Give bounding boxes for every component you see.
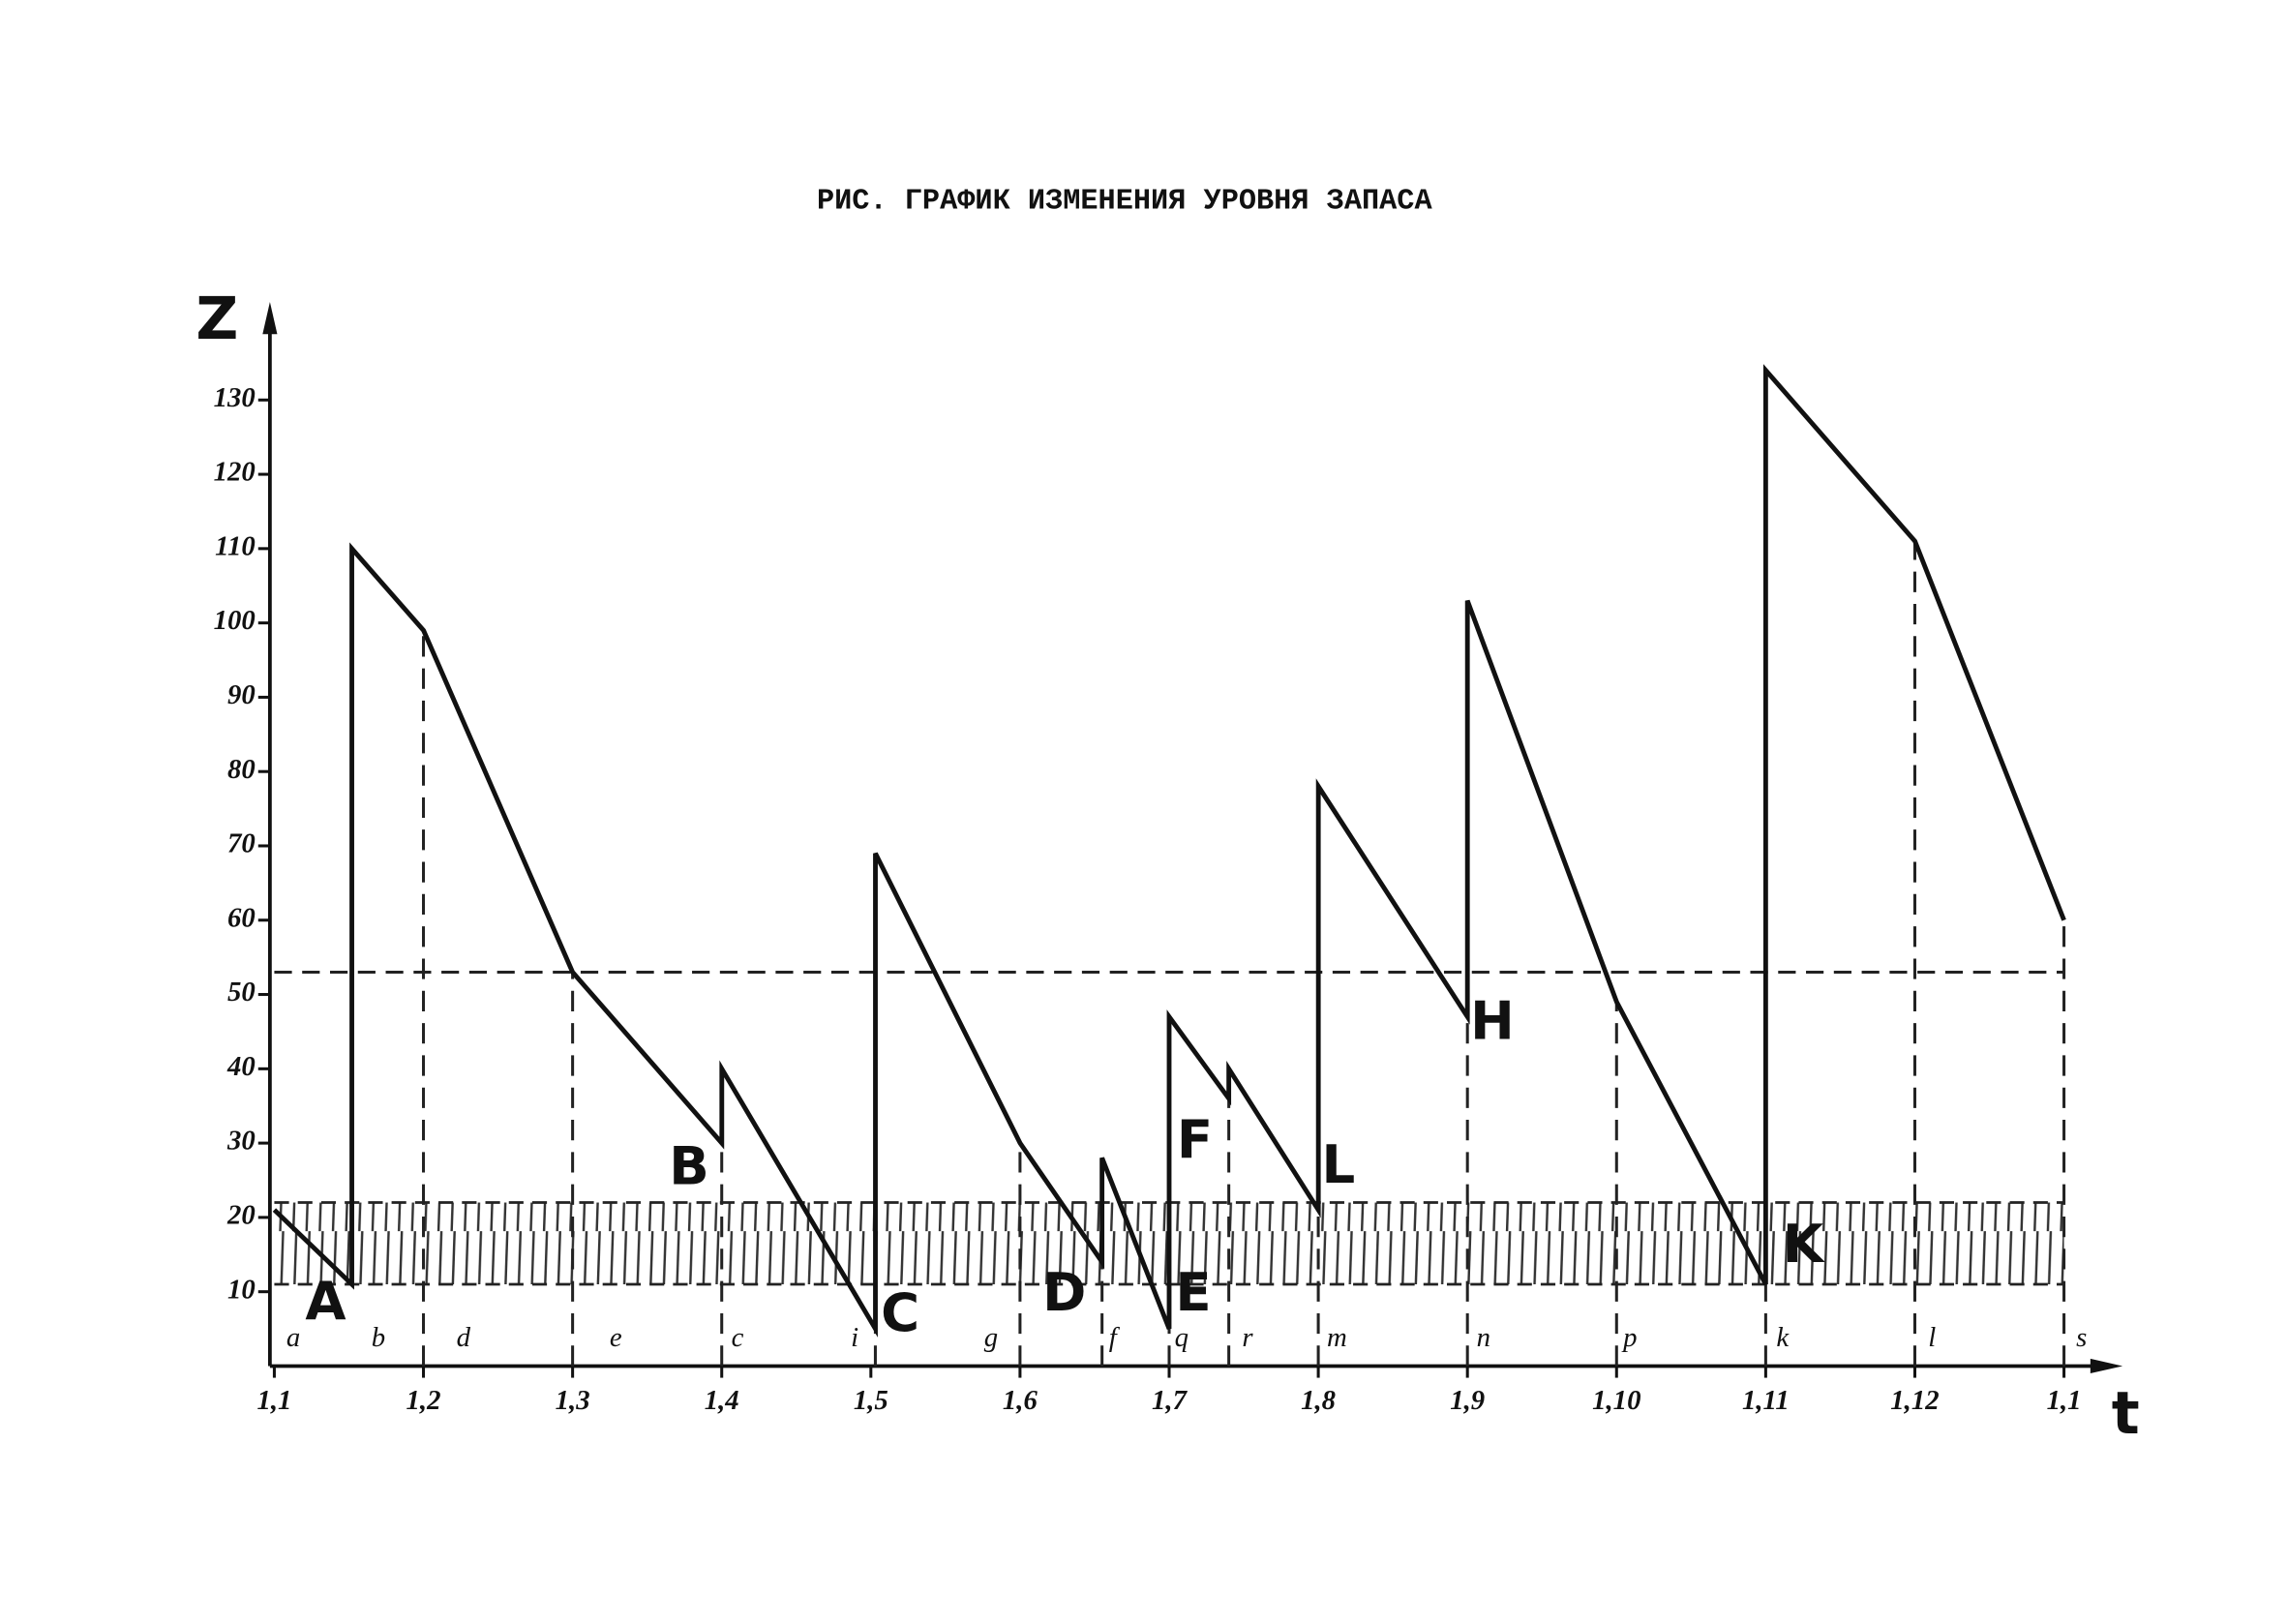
- segment-label: k: [1776, 1322, 1790, 1353]
- y-axis-label: Z: [196, 286, 238, 353]
- segment-label: e: [610, 1322, 622, 1353]
- y-tick-label: 90: [227, 679, 256, 710]
- x-tick-label: 1,12: [1890, 1385, 1939, 1416]
- y-tick-label: 120: [214, 457, 256, 488]
- segment-label: n: [1477, 1322, 1490, 1353]
- y-arrow: [262, 301, 278, 335]
- segment-label: g: [984, 1322, 998, 1353]
- y-tick-label: 80: [227, 754, 256, 785]
- segment-label: p: [1621, 1322, 1637, 1353]
- y-tick-label: 40: [226, 1051, 256, 1082]
- point-label: F: [1177, 1108, 1213, 1170]
- x-axis-label: t: [2112, 1380, 2140, 1448]
- x-tick-label: 1,4: [705, 1385, 739, 1416]
- point-label: A: [305, 1270, 346, 1332]
- segment-label: r: [1242, 1322, 1253, 1353]
- x-arrow: [2090, 1358, 2123, 1374]
- segment-label: c: [732, 1322, 744, 1353]
- point-label: L: [1322, 1133, 1356, 1195]
- y-tick-label: 10: [227, 1274, 256, 1305]
- point-label: D: [1042, 1261, 1086, 1323]
- y-tick-label: 130: [214, 382, 256, 413]
- y-tick-label: 100: [214, 605, 256, 636]
- point-label: C: [881, 1281, 919, 1343]
- segment-label: m: [1327, 1322, 1347, 1353]
- segment-label: a: [286, 1322, 300, 1353]
- segment-label: d: [457, 1322, 471, 1353]
- point-label: K: [1783, 1213, 1825, 1275]
- y-tick-label: 70: [227, 828, 256, 859]
- point-label: B: [669, 1135, 709, 1197]
- segment-label: l: [1928, 1322, 1936, 1353]
- series-line: [272, 364, 2066, 1338]
- x-tick-label: 1,8: [1301, 1385, 1336, 1416]
- segment-label: q: [1175, 1322, 1189, 1353]
- segment-label: s: [2076, 1322, 2087, 1353]
- segment-label: i: [851, 1322, 858, 1353]
- y-tick-label: 60: [227, 902, 256, 933]
- x-tick-label: 1,1: [2047, 1385, 2082, 1416]
- y-tick-label: 110: [215, 530, 256, 561]
- x-tick-label: 1,1: [256, 1385, 291, 1416]
- x-tick-label: 1,9: [1450, 1385, 1485, 1416]
- x-tick-label: 1,6: [1003, 1385, 1038, 1416]
- x-tick-label: 1,10: [1592, 1385, 1640, 1416]
- point-label: H: [1470, 990, 1515, 1052]
- chart-title: РИС. ГРАФИК ИЗМЕНЕНИЯ УРОВНЯ ЗАПАСА: [817, 185, 1433, 218]
- x-tick-label: 1,3: [556, 1385, 590, 1416]
- x-tick-label: 1,11: [1742, 1385, 1790, 1416]
- x-tick-label: 1,5: [854, 1385, 888, 1416]
- segment-label: b: [372, 1322, 385, 1353]
- y-tick-label: 20: [226, 1200, 256, 1231]
- x-tick-label: 1,7: [1152, 1385, 1189, 1416]
- y-tick-label: 30: [226, 1126, 256, 1157]
- x-tick-label: 1,2: [406, 1385, 441, 1416]
- point-label: E: [1175, 1261, 1211, 1323]
- segment-label: f: [1109, 1322, 1121, 1353]
- y-tick-label: 50: [227, 977, 256, 1007]
